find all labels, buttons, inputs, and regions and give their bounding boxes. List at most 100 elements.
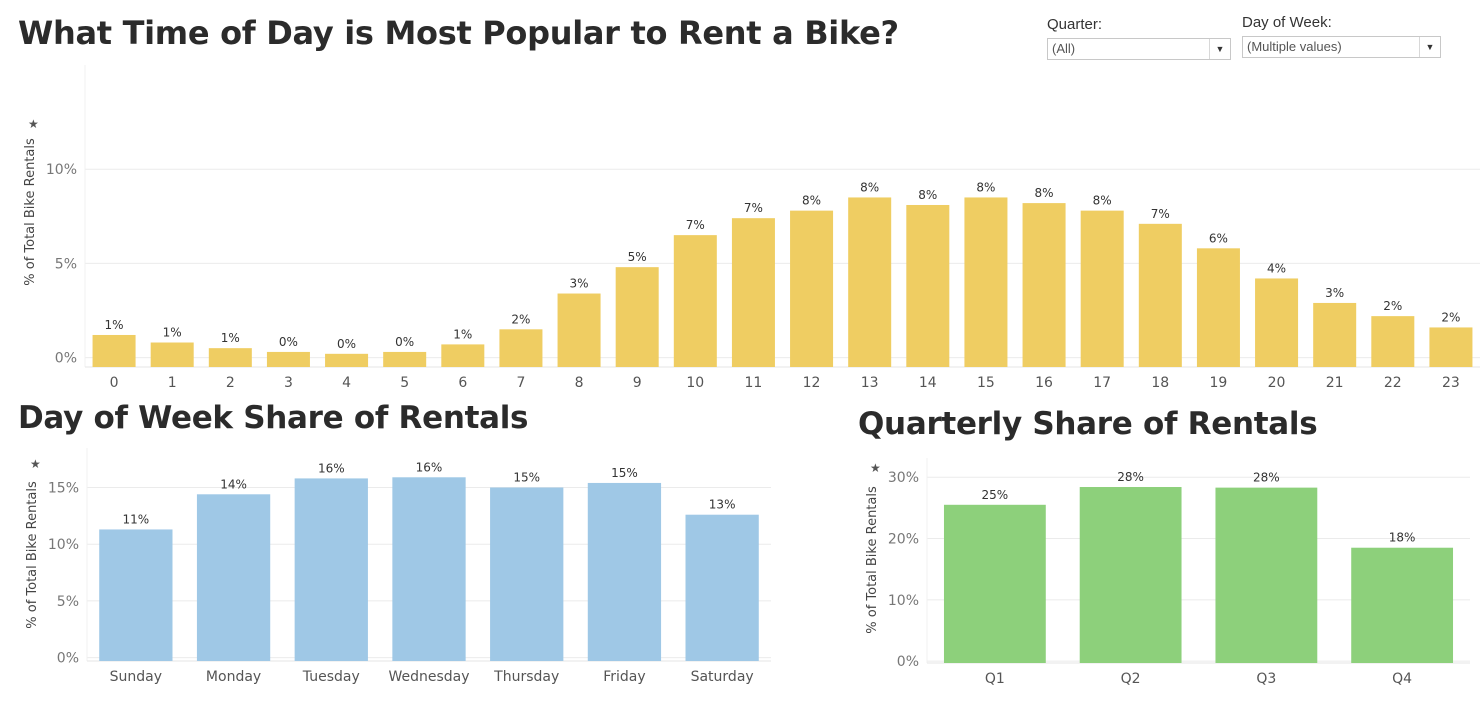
x-tick-label: 6 xyxy=(458,375,467,391)
data-label: 8% xyxy=(860,180,879,194)
bar[interactable] xyxy=(790,210,834,367)
y-axis-label: % of Total Bike Rentals xyxy=(865,486,880,634)
bar[interactable] xyxy=(208,348,252,367)
bar[interactable] xyxy=(906,204,950,367)
x-tick-label: Friday xyxy=(603,669,645,685)
data-label: 1% xyxy=(163,326,182,340)
bar[interactable] xyxy=(1371,316,1415,367)
data-label: 8% xyxy=(1035,186,1054,200)
bar[interactable] xyxy=(441,344,485,367)
bar[interactable] xyxy=(685,514,759,661)
page-title: What Time of Day is Most Popular to Rent… xyxy=(18,14,899,52)
data-label: 16% xyxy=(318,461,345,475)
pin-icon[interactable]: ★ xyxy=(28,117,39,131)
bar[interactable] xyxy=(1080,210,1124,367)
data-label: 28% xyxy=(1253,471,1280,485)
x-tick-label: Wednesday xyxy=(388,669,469,685)
data-label: 8% xyxy=(976,180,995,194)
data-label: 15% xyxy=(611,466,638,480)
pin-icon[interactable]: ★ xyxy=(870,461,881,475)
bar[interactable] xyxy=(1196,248,1240,367)
x-tick-label: 14 xyxy=(919,375,937,391)
x-tick-label: 20 xyxy=(1268,375,1286,391)
x-tick-label: 1 xyxy=(168,375,177,391)
bar[interactable] xyxy=(943,504,1046,663)
data-label: 1% xyxy=(221,331,240,345)
x-tick-label: Q2 xyxy=(1121,671,1141,687)
day-of-week-title: Day of Week Share of Rentals xyxy=(18,400,529,436)
x-tick-label: Saturday xyxy=(691,669,754,685)
data-label: 4% xyxy=(1267,261,1286,275)
day-of-week-filter-label: Day of Week: xyxy=(1242,14,1332,31)
bar[interactable] xyxy=(1255,278,1299,367)
bar[interactable] xyxy=(1215,487,1318,663)
x-tick-label: Q1 xyxy=(985,671,1005,687)
data-label: 8% xyxy=(918,188,937,202)
x-tick-label: 8 xyxy=(575,375,584,391)
day-of-week-filter: Day of Week: (Multiple values) ▼ xyxy=(1242,14,1441,58)
bar[interactable] xyxy=(1022,203,1066,367)
bar[interactable] xyxy=(673,235,717,367)
bar[interactable] xyxy=(150,342,194,367)
x-tick-label: 16 xyxy=(1035,375,1053,391)
quarter-filter-label: Quarter: xyxy=(1047,16,1103,33)
bar[interactable] xyxy=(1313,302,1357,367)
bar[interactable] xyxy=(1351,547,1454,663)
data-label: 3% xyxy=(570,277,589,291)
bar[interactable] xyxy=(731,218,775,367)
bar[interactable] xyxy=(848,197,892,367)
bar[interactable] xyxy=(615,267,659,367)
quarter-dropdown[interactable]: (All) ▼ xyxy=(1047,38,1231,60)
day-of-week-chart: 0% 5% 10% 15% % of Total Bike Rentals ★ 11% Sun… xyxy=(25,448,771,685)
y-tick-label: 20% xyxy=(888,532,919,548)
data-label: 6% xyxy=(1209,231,1228,245)
bar[interactable] xyxy=(1429,327,1473,367)
bar[interactable] xyxy=(557,293,601,367)
day-of-week-dropdown-value: (Multiple values) xyxy=(1247,39,1342,54)
y-tick-label: 0% xyxy=(57,651,79,667)
y-tick-label: 10% xyxy=(888,593,919,609)
bar[interactable] xyxy=(196,494,271,661)
x-tick-label: 15 xyxy=(977,375,995,391)
bar[interactable] xyxy=(266,351,310,367)
data-label: 7% xyxy=(744,201,763,215)
bar[interactable] xyxy=(383,351,427,367)
x-tick-label: 19 xyxy=(1210,375,1228,391)
chevron-down-icon[interactable]: ▼ xyxy=(1209,39,1230,59)
bar[interactable] xyxy=(1138,223,1182,367)
bar[interactable] xyxy=(587,482,662,661)
day-of-week-dropdown[interactable]: (Multiple values) ▼ xyxy=(1242,36,1441,58)
pin-icon[interactable]: ★ xyxy=(30,457,41,471)
x-tick-label: 13 xyxy=(861,375,879,391)
data-label: 7% xyxy=(1151,207,1170,221)
y-tick-label: 0% xyxy=(55,351,77,367)
data-label: 1% xyxy=(453,327,472,341)
bar[interactable] xyxy=(294,478,368,661)
bar[interactable] xyxy=(325,353,369,367)
bar[interactable] xyxy=(92,334,136,367)
bar[interactable] xyxy=(499,329,543,367)
data-label: 14% xyxy=(220,477,247,491)
data-label: 15% xyxy=(513,470,540,484)
y-tick-label: 10% xyxy=(46,162,77,178)
quarter-dropdown-value: (All) xyxy=(1052,41,1076,56)
x-tick-label: Monday xyxy=(206,669,261,685)
y-tick-label: 5% xyxy=(55,256,77,272)
bar[interactable] xyxy=(99,529,173,661)
data-label: 8% xyxy=(802,194,821,208)
data-label: 0% xyxy=(395,335,414,349)
bar[interactable] xyxy=(1079,487,1182,663)
x-tick-label: 21 xyxy=(1326,375,1344,391)
hourly-chart: 0% 5% 10% % of Total Bike Rentals ★ 1% 0 1% 1 1% 2… xyxy=(23,65,1480,391)
bar[interactable] xyxy=(964,197,1008,367)
x-tick-label: 12 xyxy=(803,375,821,391)
data-label: 2% xyxy=(511,312,530,326)
bar[interactable] xyxy=(490,487,564,661)
bar[interactable] xyxy=(392,477,466,661)
y-tick-label: 30% xyxy=(888,470,919,486)
x-tick-label: 5 xyxy=(400,375,409,391)
data-label: 13% xyxy=(709,498,736,512)
data-label: 0% xyxy=(337,337,356,351)
chevron-down-icon[interactable]: ▼ xyxy=(1419,37,1440,57)
